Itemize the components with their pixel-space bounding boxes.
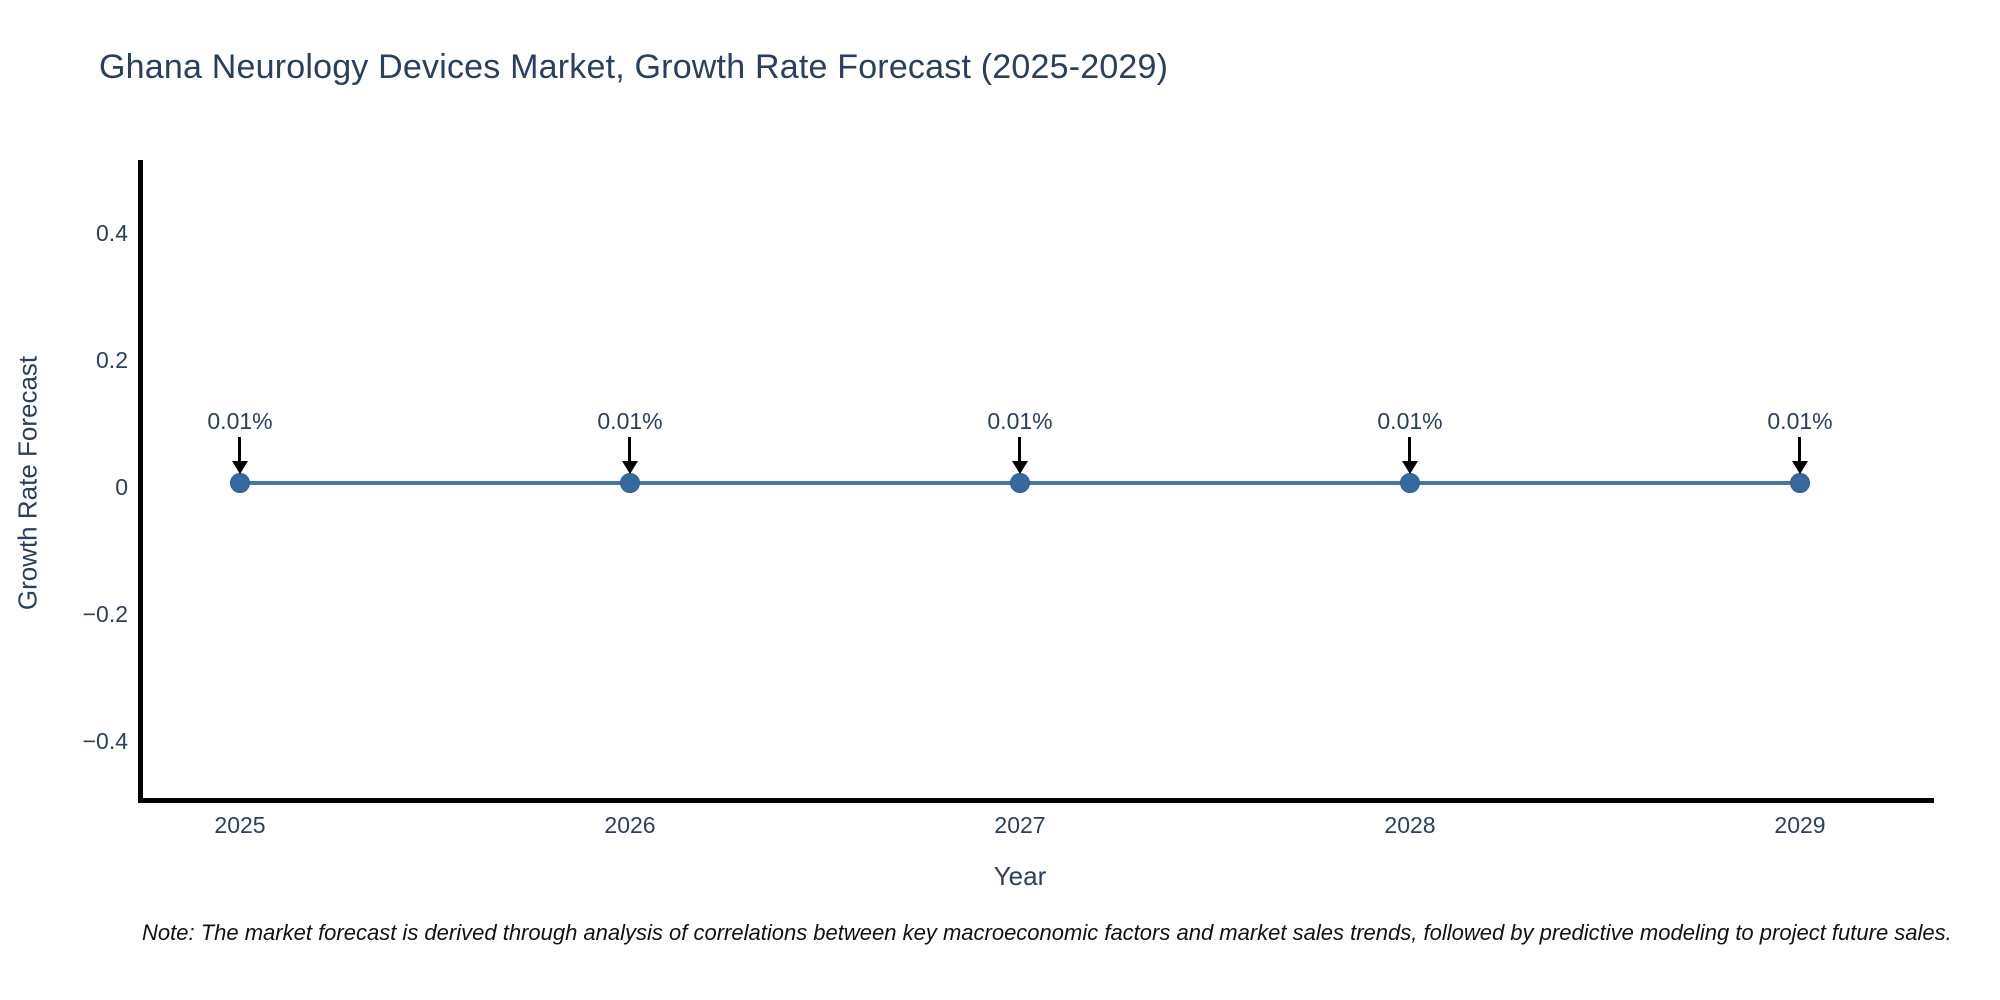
x-tick-label: 2029 xyxy=(1774,812,1826,838)
annotation-arrow-head-icon xyxy=(1402,461,1418,474)
x-tick-label: 2027 xyxy=(994,812,1046,838)
x-tick-label: 2028 xyxy=(1384,812,1436,838)
point-annotation: 0.01% xyxy=(1377,408,1443,434)
annotation-arrow-shaft xyxy=(1408,437,1411,463)
x-tick-label: 2026 xyxy=(604,812,656,838)
annotation-arrow-shaft xyxy=(628,437,631,463)
point-annotation: 0.01% xyxy=(1767,408,1833,434)
annotation-arrow-shaft xyxy=(1798,437,1801,463)
x-axis-title: Year xyxy=(993,861,1047,891)
annotation-arrow-shaft xyxy=(1018,437,1021,463)
x-axis-line xyxy=(138,798,1934,803)
y-tick-label: 0 xyxy=(115,474,128,500)
annotation-arrow-head-icon xyxy=(622,461,638,474)
point-annotation: 0.01% xyxy=(597,408,663,434)
data-point-2029 xyxy=(1790,473,1810,493)
footnote: Note: The market forecast is derived thr… xyxy=(142,920,1952,945)
footnote-clip: Note: The market forecast is derived thr… xyxy=(0,916,2000,956)
annotation-arrow-head-icon xyxy=(232,461,248,474)
chart-title: Ghana Neurology Devices Market, Growth R… xyxy=(99,48,1169,86)
y-tick-label: −0.2 xyxy=(82,601,128,627)
annotation-arrow-shaft xyxy=(238,437,241,463)
y-tick-label: 0.2 xyxy=(96,347,128,373)
y-tick-label: −0.4 xyxy=(82,728,128,754)
point-annotation: 0.01% xyxy=(207,408,273,434)
y-tick-label: 0.4 xyxy=(96,220,128,246)
data-point-2026 xyxy=(620,473,640,493)
x-tick-label: 2025 xyxy=(214,812,266,838)
point-annotation: 0.01% xyxy=(987,408,1053,434)
annotation-arrow-head-icon xyxy=(1792,461,1808,474)
data-point-2027 xyxy=(1010,473,1030,493)
data-point-2025 xyxy=(230,473,250,493)
annotation-arrow-head-icon xyxy=(1012,461,1028,474)
y-axis-title: Growth Rate Forecast xyxy=(12,355,43,611)
data-point-2028 xyxy=(1400,473,1420,493)
y-axis-line xyxy=(138,160,143,803)
